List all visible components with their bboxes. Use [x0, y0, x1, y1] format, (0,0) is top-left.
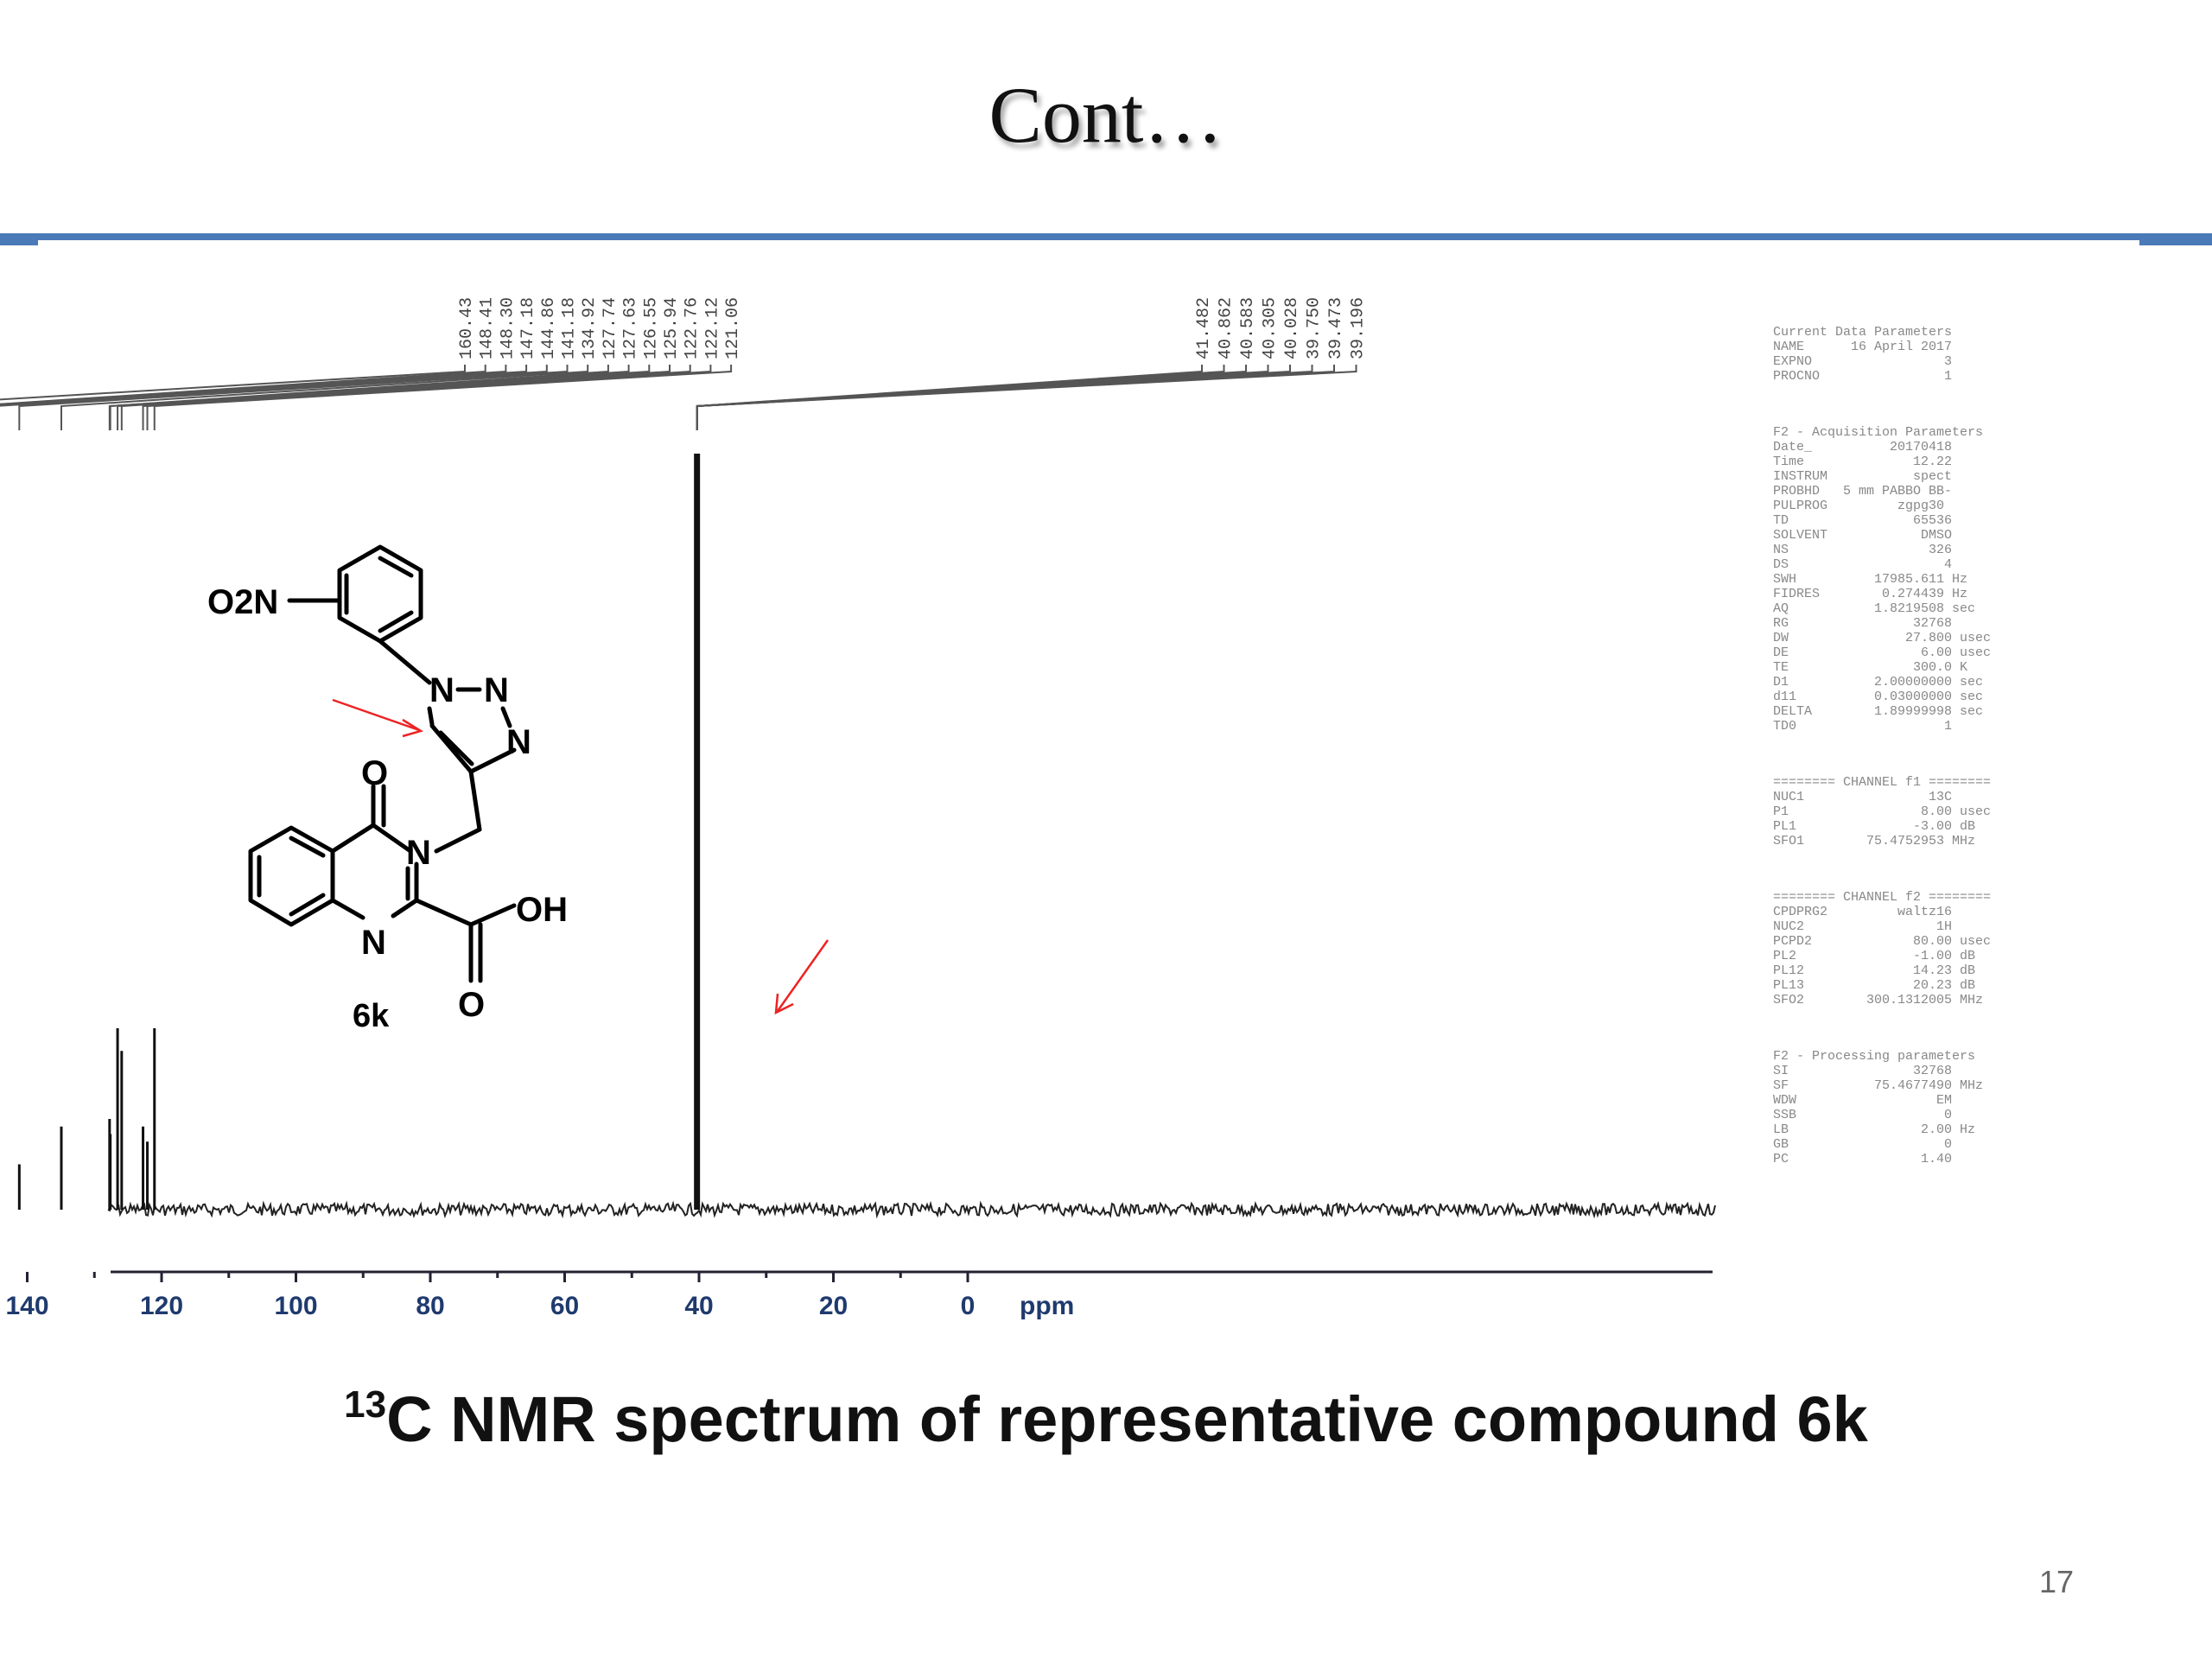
atom-n3: N [506, 723, 531, 761]
peak-leader [696, 365, 1225, 430]
peak-label: 41.482 [1194, 297, 1214, 359]
red-arrow-peak [774, 939, 830, 1015]
ppm-axis [26, 1270, 1713, 1282]
peak-label: 40.028 [1282, 297, 1302, 359]
peak-leader [153, 365, 733, 430]
peak-label: 40.583 [1238, 297, 1258, 359]
atom-n-amide: N [406, 834, 431, 872]
axis-tick-label: 80 [416, 1292, 444, 1320]
axis-unit-label: ppm [1020, 1292, 1074, 1320]
peak-leader [696, 365, 1203, 430]
compound-label: 6k [353, 998, 390, 1034]
axis-tick-label: 120 [140, 1292, 183, 1320]
peak-label: 127.63 [621, 297, 641, 359]
peak-label: 122.76 [683, 297, 702, 359]
peak-labels: 160.43 148.41 148.30 147.18 144.86 141.18 134.… [457, 297, 1369, 359]
atom-o-keto: O [361, 754, 388, 792]
title-rule-tab-right [2139, 240, 2212, 245]
peak-label: 160.43 [457, 297, 477, 359]
atom-n1: N [429, 671, 454, 709]
phenyl-ring [337, 544, 423, 644]
peak-leader [109, 365, 630, 430]
peak-label: 144.86 [539, 297, 559, 359]
peak-label: 39.750 [1305, 297, 1325, 359]
peak-label: 127.74 [601, 297, 620, 359]
peak-leader [18, 365, 569, 430]
axis-tick-label: 0 [961, 1292, 976, 1320]
peak-label: 141.18 [560, 297, 580, 359]
peak-label: 125.94 [662, 297, 682, 359]
page-number: 17 [2039, 1564, 2075, 1599]
peak-leader [0, 365, 528, 406]
ppm-axis-labels: 200180160140120100806040200ppm [5, 1292, 1074, 1320]
spectrum-trace [17, 454, 1716, 1219]
axis-tick-label: 40 [684, 1292, 713, 1320]
caption-superscript: 13 [344, 1383, 387, 1426]
peak-label: 147.18 [518, 297, 538, 359]
acquisition-parameters: Current Data Parameters NAME 16 April 20… [1773, 296, 2119, 1193]
params-block-acquisition: F2 - Acquisition Parameters Date_ 201704… [1773, 425, 1992, 734]
peak-label: 39.473 [1326, 297, 1346, 359]
peak-leader [0, 365, 507, 405]
peak-label: 122.12 [702, 297, 722, 359]
params-block-processing: F2 - Processing parameters SI 32768 SF 7… [1773, 1049, 1984, 1166]
peak-leader [696, 365, 1357, 430]
peak-leader [60, 365, 589, 430]
peak-label: 134.92 [580, 297, 600, 359]
title-rule-tab-left [0, 240, 38, 245]
params-block-current: Current Data Parameters NAME 16 April 20… [1773, 325, 1953, 384]
figure-caption: 13C NMR spectrum of representative compo… [0, 1382, 2212, 1456]
peak-leader [0, 365, 466, 401]
peak-leader-lines [0, 365, 1357, 430]
axis-tick-label: 140 [5, 1292, 48, 1320]
substituent-label: O2N [207, 583, 278, 621]
axis-tick-label: 60 [550, 1292, 579, 1320]
title-rule [0, 233, 2212, 240]
atom-n2: N [484, 671, 509, 709]
peak-label: 40.305 [1261, 297, 1281, 359]
red-arrow-structure [332, 698, 424, 738]
caption-text: C NMR spectrum of representative compoun… [386, 1383, 1868, 1455]
params-block-channel-f1: ======== CHANNEL f1 ======== NUC1 13C P1… [1773, 775, 1992, 849]
slide-title: Cont… [988, 71, 1224, 159]
atom-oh: OH [516, 891, 568, 929]
chemical-structure: O2N N N N O N N OH O 6k [207, 544, 568, 1034]
atom-o-acid: O [458, 986, 485, 1024]
axis-tick-label: 20 [819, 1292, 848, 1320]
peak-label: 148.30 [498, 297, 518, 359]
peak-label: 121.06 [723, 297, 743, 359]
atom-n-ring: N [361, 924, 386, 962]
params-block-channel-f2: ======== CHANNEL f2 ======== CPDPRG2 wal… [1773, 890, 1992, 1007]
nmr-spectrum: 160.43 148.41 148.30 147.18 144.86 141.18 134.… [0, 297, 1716, 1320]
peak-leader [0, 365, 548, 407]
peak-label: 39.196 [1349, 297, 1369, 359]
axis-tick-label: 100 [274, 1292, 317, 1320]
spectrum-baseline [107, 1200, 1716, 1219]
peak-label: 126.55 [641, 297, 661, 359]
peak-leader [120, 365, 671, 430]
peak-label: 148.41 [478, 297, 498, 359]
peak-label: 40.862 [1217, 297, 1236, 359]
